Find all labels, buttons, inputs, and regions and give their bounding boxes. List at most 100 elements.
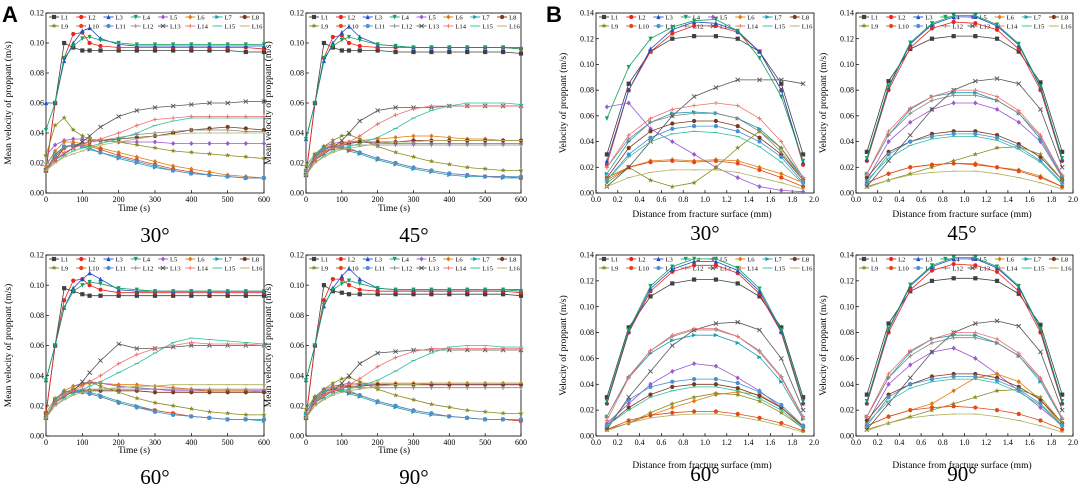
data-point: ★ — [410, 153, 416, 161]
series-L4 — [604, 17, 806, 164]
legend-item: L4 — [680, 256, 701, 263]
data-point — [465, 49, 470, 55]
angle-label: 90° — [947, 462, 976, 486]
data-point — [71, 136, 76, 142]
data-point — [994, 318, 1000, 324]
data-point — [98, 37, 103, 43]
legend-label: L3 — [116, 14, 124, 21]
data-point — [929, 268, 935, 273]
legend-label: L9 — [611, 23, 619, 30]
y-tick-label: 0.10 — [580, 60, 594, 69]
data-point — [87, 379, 92, 384]
series-line — [866, 135, 1063, 185]
x-tick-label: 200 — [372, 195, 384, 204]
legend-item: L7 — [762, 14, 783, 21]
data-point: ★ — [994, 387, 1000, 395]
legend-label: L15 — [1034, 265, 1045, 272]
legend-label: L12 — [693, 23, 704, 30]
legend-item: L4 — [130, 14, 151, 21]
x-tick-label: 500 — [479, 195, 491, 204]
series-L13 — [864, 76, 1065, 189]
data-point — [735, 77, 741, 83]
x-tick-label: 500 — [222, 195, 234, 204]
legend-item: L6 — [994, 14, 1015, 21]
legend-label: L6 — [455, 256, 463, 263]
data-point — [87, 270, 92, 276]
legend-label: L13 — [980, 265, 991, 272]
series-line — [45, 144, 264, 179]
legend-marker — [710, 14, 716, 20]
data-point — [757, 184, 762, 190]
legend-item: L11 — [913, 23, 936, 30]
legend-marker — [242, 14, 247, 20]
data-point — [346, 130, 352, 136]
chart-7: L1 L2 L3 L4 L5 L6 L7 L8★ L9 L10 L11 L12 L13 L14 L15 L16… — [558, 251, 819, 486]
series-line — [866, 92, 1063, 177]
legend-label: L3 — [375, 256, 383, 263]
data-point — [134, 123, 139, 128]
data-point — [134, 42, 139, 47]
data-point: ★ — [464, 164, 470, 172]
y-tick-label: 0.02 — [840, 406, 854, 415]
y-tick-label: 0.12 — [840, 34, 854, 43]
data-point — [116, 154, 121, 160]
legend-label: L16 — [1061, 265, 1072, 272]
data-point — [757, 129, 762, 134]
series-line — [606, 25, 804, 165]
data-point — [692, 263, 697, 268]
data-point — [357, 376, 362, 381]
legend-marker — [997, 14, 1002, 20]
data-point — [779, 420, 784, 426]
legend-label: L7 — [225, 14, 233, 21]
data-point — [973, 374, 978, 379]
data-point — [98, 150, 103, 155]
x-tick-label: 1.4 — [744, 438, 754, 447]
legend-item: L8 — [497, 256, 517, 263]
data-point: ★ — [303, 405, 309, 413]
data-point — [1016, 387, 1021, 392]
data-point — [98, 287, 103, 292]
y-tick-label: 0.08 — [290, 69, 304, 78]
legend-label: L14 — [197, 23, 208, 30]
data-point — [735, 334, 740, 339]
series-L5 — [864, 345, 1065, 429]
legend-label: L1 — [61, 256, 68, 263]
legend-label: L16 — [509, 265, 520, 272]
legend-marker — [215, 14, 220, 20]
legend-marker — [133, 23, 138, 29]
y-axis-label: Velocity of proppant (m/s) — [558, 295, 569, 396]
data-point: ★ — [994, 144, 1000, 152]
series-line — [305, 146, 521, 179]
data-point — [1016, 119, 1021, 125]
legend-item: ★ L9 — [599, 264, 619, 272]
legend-item: L2 — [886, 14, 905, 21]
legend-item: L8 — [789, 14, 810, 21]
legend-marker — [1024, 14, 1030, 20]
legend-label: L2 — [348, 256, 355, 263]
data-point — [346, 40, 352, 46]
series-line — [606, 79, 804, 187]
data-point — [393, 355, 398, 360]
data-point — [518, 46, 524, 52]
data-point — [518, 51, 524, 56]
data-point — [951, 34, 956, 39]
legend-marker — [889, 14, 894, 20]
charts-container: L1 L2 L3 L4 L5 L6 L7 L8★ L9 L10 L11 L12 L13 L14 L15 L16… — [3, 9, 1078, 487]
legend-label: L6 — [197, 256, 205, 263]
data-point — [447, 382, 452, 387]
x-tick-label: 500 — [222, 438, 234, 447]
x-axis-label: Time (s) — [378, 203, 410, 214]
legend-label: L14 — [455, 265, 466, 272]
data-point — [692, 398, 697, 404]
y-tick-label: 0.14 — [580, 9, 594, 18]
x-tick-label: 500 — [479, 438, 491, 447]
data-point — [339, 380, 345, 386]
data-point — [929, 94, 935, 99]
data-point — [670, 384, 675, 389]
y-tick-label: 0.12 — [30, 9, 44, 18]
data-point — [330, 34, 335, 40]
legend-item: L12 — [389, 265, 412, 272]
x-tick-label: 1.4 — [1003, 195, 1013, 204]
series-L15 — [303, 345, 524, 419]
data-point: ★ — [346, 131, 352, 139]
